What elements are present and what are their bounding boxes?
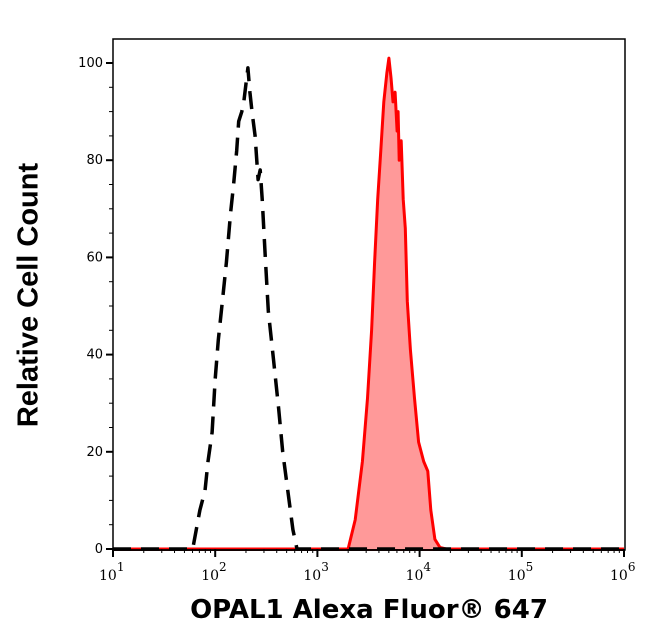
x-tick-label: 102 — [201, 560, 226, 584]
x-tick-label: 101 — [99, 560, 124, 584]
isotype-control-curve — [113, 66, 624, 551]
y-tick-label: 100 — [78, 56, 103, 71]
y-axis-title: Relative Cell Count — [12, 162, 45, 428]
y-tick-label: 60 — [86, 250, 103, 265]
stained-sample-curve — [113, 56, 624, 551]
x-tick-label: 105 — [508, 560, 533, 584]
y-tick-label: 20 — [86, 445, 103, 460]
plot-area — [113, 56, 625, 551]
x-axis-title: OPAL1 Alexa Fluor® 647 — [190, 595, 548, 625]
y-axis: 0 20 40 60 80 100 — [78, 56, 113, 557]
series-fill-1 — [113, 58, 624, 549]
x-axis: 101 102 103 104 105 106 — [99, 549, 635, 584]
x-tick-label: 106 — [610, 560, 635, 584]
y-tick-label: 80 — [86, 153, 103, 168]
y-tick-label: 0 — [95, 542, 103, 557]
y-tick-label: 40 — [86, 348, 103, 363]
x-tick-label: 103 — [303, 560, 328, 584]
x-tick-label: 104 — [406, 560, 432, 584]
